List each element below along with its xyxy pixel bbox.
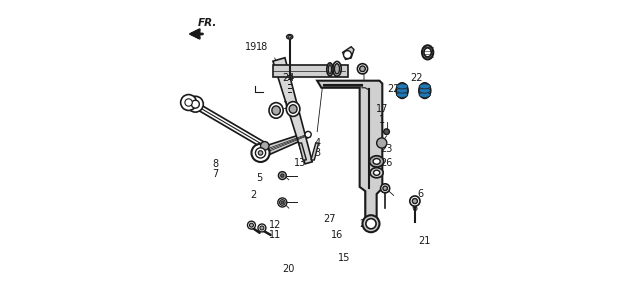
Ellipse shape xyxy=(396,83,408,98)
Circle shape xyxy=(180,95,196,110)
Circle shape xyxy=(362,215,380,232)
Text: 11: 11 xyxy=(269,230,281,240)
Circle shape xyxy=(260,226,264,230)
Ellipse shape xyxy=(269,103,283,118)
Circle shape xyxy=(248,221,255,229)
Circle shape xyxy=(357,64,367,74)
Text: 23: 23 xyxy=(380,144,393,154)
Text: 6: 6 xyxy=(412,203,418,213)
Circle shape xyxy=(255,148,266,158)
Circle shape xyxy=(252,144,269,162)
Text: 8: 8 xyxy=(212,159,218,169)
Text: 16: 16 xyxy=(331,230,343,240)
Ellipse shape xyxy=(369,156,384,167)
Circle shape xyxy=(278,198,287,207)
Ellipse shape xyxy=(396,84,408,89)
Circle shape xyxy=(188,96,204,112)
Ellipse shape xyxy=(333,61,341,76)
Circle shape xyxy=(185,99,192,106)
Polygon shape xyxy=(311,143,319,160)
Ellipse shape xyxy=(396,88,408,93)
Circle shape xyxy=(305,131,311,138)
Circle shape xyxy=(260,142,269,150)
Text: 25: 25 xyxy=(359,219,372,229)
Text: 27: 27 xyxy=(324,214,336,225)
Text: 12: 12 xyxy=(269,220,281,230)
Polygon shape xyxy=(317,81,382,225)
Circle shape xyxy=(280,174,284,177)
Text: 20: 20 xyxy=(283,264,295,274)
Circle shape xyxy=(381,184,390,193)
Ellipse shape xyxy=(422,45,433,59)
Text: 22: 22 xyxy=(410,73,422,83)
Polygon shape xyxy=(273,65,348,77)
Text: 1: 1 xyxy=(380,115,385,125)
Ellipse shape xyxy=(328,65,332,74)
Text: 24: 24 xyxy=(283,73,295,83)
Ellipse shape xyxy=(424,48,431,57)
Text: 19: 19 xyxy=(244,42,257,52)
Text: 17: 17 xyxy=(376,104,388,114)
Text: 14: 14 xyxy=(283,101,295,111)
Circle shape xyxy=(366,219,376,229)
Ellipse shape xyxy=(374,170,380,175)
Text: 13: 13 xyxy=(294,158,307,168)
Ellipse shape xyxy=(287,35,293,39)
Ellipse shape xyxy=(335,64,340,74)
Text: 18: 18 xyxy=(256,42,268,52)
Text: 22: 22 xyxy=(387,84,400,94)
Circle shape xyxy=(383,186,387,190)
Circle shape xyxy=(377,138,387,148)
Text: FR.: FR. xyxy=(198,18,217,28)
Text: 9: 9 xyxy=(191,98,198,108)
Polygon shape xyxy=(299,143,307,160)
Ellipse shape xyxy=(419,88,431,93)
Polygon shape xyxy=(342,47,354,59)
Circle shape xyxy=(384,129,389,134)
Ellipse shape xyxy=(289,105,297,113)
Text: 7: 7 xyxy=(212,169,218,179)
Circle shape xyxy=(250,223,253,227)
Polygon shape xyxy=(273,58,312,164)
Ellipse shape xyxy=(396,92,408,98)
Text: 26: 26 xyxy=(380,158,393,168)
Circle shape xyxy=(280,200,285,205)
Circle shape xyxy=(410,196,420,206)
Ellipse shape xyxy=(419,92,431,98)
Circle shape xyxy=(412,198,417,204)
Ellipse shape xyxy=(419,83,431,98)
Circle shape xyxy=(278,172,286,180)
Ellipse shape xyxy=(327,63,333,76)
Text: 21: 21 xyxy=(419,236,431,246)
Circle shape xyxy=(344,51,351,59)
Ellipse shape xyxy=(373,158,380,164)
Text: 2: 2 xyxy=(250,190,257,200)
Text: 3: 3 xyxy=(314,148,320,158)
Text: 6: 6 xyxy=(417,189,424,199)
Circle shape xyxy=(281,201,284,204)
Circle shape xyxy=(258,224,266,232)
Circle shape xyxy=(360,66,365,72)
Text: 10: 10 xyxy=(180,98,193,108)
Text: 5: 5 xyxy=(256,173,262,183)
Ellipse shape xyxy=(286,102,300,116)
Polygon shape xyxy=(259,132,310,158)
Ellipse shape xyxy=(272,106,280,115)
Ellipse shape xyxy=(370,168,383,178)
Text: 4: 4 xyxy=(314,138,320,148)
Ellipse shape xyxy=(419,84,431,89)
Circle shape xyxy=(259,151,263,155)
Text: 15: 15 xyxy=(338,253,350,263)
Ellipse shape xyxy=(288,35,291,38)
Circle shape xyxy=(191,100,199,108)
